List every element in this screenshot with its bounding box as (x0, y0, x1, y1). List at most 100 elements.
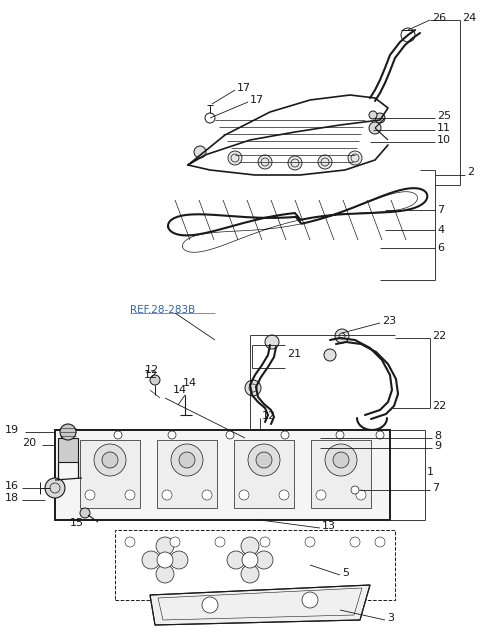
Text: 2: 2 (467, 167, 474, 177)
Text: 26: 26 (432, 13, 446, 23)
Text: 5: 5 (342, 568, 349, 578)
Circle shape (375, 113, 385, 123)
Circle shape (318, 155, 332, 169)
Circle shape (125, 490, 135, 500)
Circle shape (102, 452, 118, 468)
Circle shape (142, 551, 160, 569)
Circle shape (168, 431, 176, 439)
Text: 12: 12 (145, 365, 159, 375)
Bar (115, 530, 395, 600)
Text: 17: 17 (237, 83, 251, 93)
Text: 4: 4 (437, 225, 444, 235)
Circle shape (61, 431, 69, 439)
Circle shape (333, 452, 349, 468)
Circle shape (265, 335, 279, 349)
Circle shape (156, 537, 174, 555)
Text: 24: 24 (462, 13, 476, 23)
Circle shape (157, 552, 173, 568)
Circle shape (202, 597, 218, 613)
Circle shape (215, 537, 225, 547)
Circle shape (279, 490, 289, 500)
Circle shape (45, 478, 65, 498)
Circle shape (255, 551, 273, 569)
Text: 12: 12 (144, 370, 158, 380)
Circle shape (302, 592, 318, 608)
Circle shape (350, 537, 360, 547)
Circle shape (205, 113, 215, 123)
Circle shape (335, 329, 349, 343)
Circle shape (316, 490, 326, 500)
Circle shape (114, 431, 122, 439)
Text: 15: 15 (70, 518, 84, 528)
Text: 14: 14 (183, 378, 197, 388)
Text: REF.28-283B: REF.28-283B (130, 305, 195, 315)
Circle shape (94, 444, 126, 476)
Circle shape (260, 537, 270, 547)
Circle shape (281, 431, 289, 439)
Circle shape (248, 444, 280, 476)
Circle shape (325, 444, 357, 476)
Text: 8: 8 (434, 431, 441, 441)
Text: 13: 13 (322, 521, 336, 531)
Text: 18: 18 (5, 493, 19, 503)
Circle shape (227, 551, 245, 569)
Circle shape (242, 552, 258, 568)
Polygon shape (55, 430, 390, 520)
Text: 22: 22 (432, 331, 446, 341)
Circle shape (226, 431, 234, 439)
Circle shape (258, 155, 272, 169)
Text: 12: 12 (262, 411, 276, 421)
Bar (311, 440, 371, 508)
Circle shape (202, 490, 212, 500)
Text: 1: 1 (427, 467, 434, 477)
Text: 14: 14 (173, 385, 187, 395)
Bar (80, 440, 140, 508)
Polygon shape (58, 438, 78, 462)
Circle shape (351, 486, 359, 494)
Circle shape (376, 431, 384, 439)
Text: 11: 11 (437, 123, 451, 133)
Circle shape (239, 490, 249, 500)
Text: 22: 22 (432, 401, 446, 411)
Text: 7: 7 (437, 205, 444, 215)
Circle shape (241, 565, 259, 583)
Circle shape (162, 490, 172, 500)
Circle shape (170, 551, 188, 569)
Text: 10: 10 (437, 135, 451, 145)
Text: 21: 21 (287, 349, 301, 359)
Text: 3: 3 (387, 613, 394, 623)
Text: 20: 20 (22, 438, 36, 448)
Circle shape (171, 444, 203, 476)
Circle shape (150, 375, 160, 385)
Text: 19: 19 (5, 425, 19, 435)
Circle shape (156, 565, 174, 583)
Text: 9: 9 (434, 441, 441, 451)
Circle shape (305, 537, 315, 547)
Text: 7: 7 (432, 483, 439, 493)
Circle shape (85, 490, 95, 500)
Circle shape (369, 122, 381, 134)
Text: 23: 23 (382, 316, 396, 326)
Circle shape (375, 537, 385, 547)
Circle shape (336, 431, 344, 439)
Circle shape (80, 508, 90, 518)
Circle shape (245, 380, 261, 396)
Circle shape (356, 490, 366, 500)
Bar (234, 440, 294, 508)
Polygon shape (150, 585, 370, 625)
Circle shape (288, 156, 302, 170)
Circle shape (348, 151, 362, 165)
Circle shape (241, 537, 259, 555)
Text: 17: 17 (250, 95, 264, 105)
Circle shape (60, 424, 76, 440)
Circle shape (369, 111, 377, 119)
Circle shape (194, 146, 206, 158)
Circle shape (228, 151, 242, 165)
Text: 6: 6 (437, 243, 444, 253)
Circle shape (179, 452, 195, 468)
Circle shape (256, 452, 272, 468)
Text: 25: 25 (437, 111, 451, 121)
Circle shape (170, 537, 180, 547)
Text: 16: 16 (5, 481, 19, 491)
Bar (157, 440, 217, 508)
